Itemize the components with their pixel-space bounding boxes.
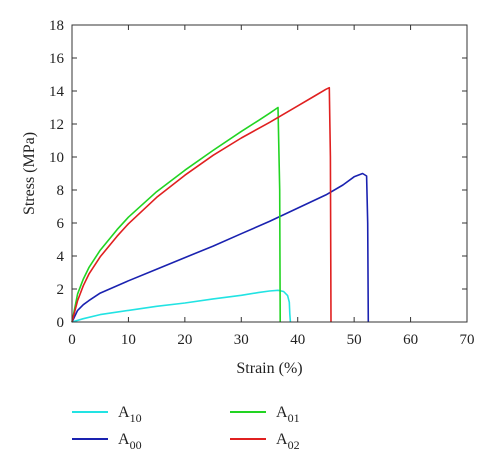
series-line-A02 <box>71 86 332 323</box>
x-tick-label: 30 <box>234 332 249 348</box>
y-tick-label: 16 <box>49 51 65 67</box>
y-axis-title: Stress (MPa) <box>21 132 38 215</box>
x-axis-title: Strain (%) <box>236 360 302 377</box>
x-tick-label: 10 <box>121 332 136 348</box>
x-tick-label: 50 <box>347 332 362 348</box>
y-tick-label: 2 <box>57 282 65 298</box>
legend-label-A02: A02 <box>276 431 300 452</box>
legend-label-A00: A00 <box>118 431 142 452</box>
legend-label-A10: A10 <box>118 404 142 425</box>
y-tick-label: 12 <box>49 117 64 133</box>
y-tick-label: 4 <box>57 249 65 265</box>
plot-frame <box>71 24 468 323</box>
series-line-A01 <box>71 106 281 323</box>
y-tick-label: 10 <box>49 150 64 166</box>
series-line-A10 <box>71 289 292 323</box>
y-tick-label: 18 <box>49 18 64 34</box>
legend: A10 A01 A00 A02 <box>72 404 300 452</box>
legend-label-A01: A01 <box>276 404 300 425</box>
x-tick-label: 60 <box>403 332 418 348</box>
axes-layer: 0 10 20 30 40 50 60 70 0 2 4 6 8 10 12 14 16 18 <box>49 18 475 348</box>
y-tick-label: 6 <box>57 216 65 232</box>
x-tick-label: 20 <box>177 332 192 348</box>
y-tick-label: 14 <box>49 84 65 100</box>
y-tick-label: 0 <box>57 315 65 331</box>
x-tick-label: 40 <box>290 332 305 348</box>
y-tick-label: 8 <box>57 183 65 199</box>
series-layer <box>71 86 370 323</box>
series-line-A00 <box>71 172 370 323</box>
x-tick-label: 0 <box>68 332 76 348</box>
x-tick-label: 70 <box>460 332 475 348</box>
